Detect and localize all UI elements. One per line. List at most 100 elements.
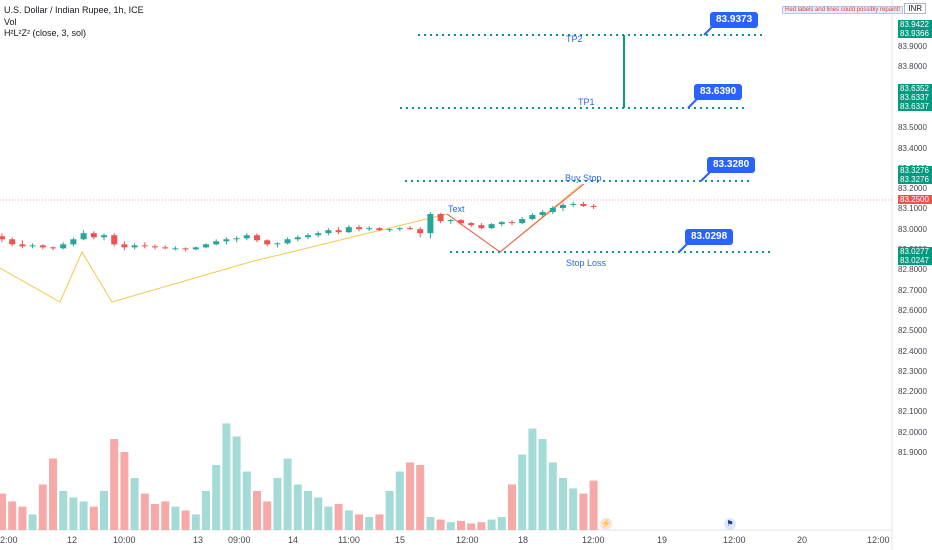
- candle-body: [315, 233, 322, 236]
- volume-bar: [589, 480, 598, 530]
- volume-bar: [263, 501, 272, 530]
- stop-loss-label: Stop Loss: [566, 258, 607, 268]
- price-tag: 83.0277: [898, 247, 932, 256]
- candle-body: [305, 235, 311, 238]
- volume-bar: [436, 519, 445, 530]
- candle-body: [19, 244, 26, 247]
- price-tag: 83.9422: [898, 20, 932, 29]
- candle-body: [468, 223, 475, 226]
- candle-body: [427, 214, 434, 234]
- candle-body: [254, 235, 260, 241]
- volume-bar: [151, 504, 159, 530]
- candle-body: [29, 245, 36, 247]
- candle-body: [213, 241, 220, 245]
- price-axis-label: 82.1000: [898, 407, 927, 417]
- volume-bar: [569, 488, 578, 530]
- volume-bar: [457, 520, 465, 530]
- candle-body: [0, 236, 5, 240]
- volume-bar: [375, 514, 384, 530]
- price-tag: 83.6352: [898, 84, 932, 93]
- time-axis-label: 11:00: [338, 535, 360, 545]
- volume-bar: [344, 510, 353, 530]
- time-axis-label: 14: [288, 535, 299, 545]
- time-axis-label: 13: [193, 535, 204, 545]
- volume-bar: [59, 491, 68, 530]
- candle-body: [90, 233, 97, 238]
- volume-bar: [38, 484, 47, 530]
- volume-bar: [161, 501, 170, 530]
- price-axis-label: 81.9000: [898, 448, 927, 457]
- volume-bar: [385, 491, 394, 530]
- candle-body: [519, 219, 526, 224]
- time-axis-label: 12:00: [582, 535, 605, 545]
- candle-body: [60, 244, 67, 249]
- candle-body: [335, 230, 342, 233]
- volume-bar: [365, 517, 374, 530]
- volume-bar: [181, 510, 190, 530]
- volume-legend[interactable]: Vol: [4, 17, 17, 27]
- repaint-warning: Red labels and lines could possibly repa…: [782, 6, 904, 14]
- price-tag: 83.6337: [898, 102, 932, 111]
- volume-bar: [497, 517, 506, 530]
- price-tag: 83.6337: [898, 93, 932, 102]
- volume-bar: [548, 462, 557, 530]
- price-axis-label: 82.5000: [898, 326, 927, 336]
- currency-selector[interactable]: INR: [904, 3, 926, 14]
- price-axis-label: 83.4000: [898, 143, 927, 153]
- volume-bar: [0, 493, 6, 530]
- volume-bar: [334, 504, 343, 530]
- volume-bar: [89, 506, 98, 530]
- price-tag: 83.3276: [898, 166, 932, 175]
- price-axis-label: 83.0000: [898, 224, 927, 234]
- tp1-price-callout[interactable]: 83.6390: [694, 84, 743, 100]
- candle-body: [121, 244, 128, 248]
- buy-stop-price-callout[interactable]: 83.3280: [707, 157, 756, 173]
- volume-bar: [232, 436, 241, 530]
- candle-body: [570, 203, 577, 205]
- volume-bar: [191, 514, 200, 530]
- candle-body: [590, 205, 597, 207]
- price-tag: 83.0247: [898, 256, 932, 265]
- volume-bar: [222, 423, 231, 530]
- volume-bar: [202, 491, 210, 530]
- candle-body: [233, 238, 240, 240]
- zigzag-red-line: [446, 183, 585, 253]
- stop-loss-price-callout[interactable]: 83.0298: [685, 229, 734, 245]
- candle-body: [417, 229, 424, 234]
- candle-body: [498, 222, 505, 225]
- zigzag-line: [0, 183, 583, 303]
- price-axis-label: 82.3000: [898, 366, 927, 376]
- us-flag-icon[interactable]: ⚑: [724, 518, 736, 530]
- candle-body: [111, 235, 118, 245]
- volume-bar: [416, 465, 425, 530]
- price-tag: 83.9366: [898, 29, 932, 38]
- candle-body: [274, 243, 281, 245]
- volume-bar: [579, 493, 588, 530]
- volume-bar: [528, 428, 537, 530]
- candle-body: [162, 247, 169, 249]
- indicator-legend[interactable]: H²L²Z² (close, 3, sol): [4, 28, 87, 38]
- volume-bar: [253, 491, 261, 530]
- candle-body: [141, 245, 148, 247]
- price-axis-label: 82.0000: [898, 427, 927, 437]
- symbol-title[interactable]: U.S. Dollar / Indian Rupee, 1h, ICE: [4, 5, 144, 15]
- lightning-icon[interactable]: ⚡: [600, 518, 612, 530]
- volume-bar: [538, 439, 547, 530]
- candle-body: [539, 212, 546, 216]
- volume-bar: [242, 471, 251, 530]
- volume-bar: [171, 506, 180, 530]
- time-axis-label: 19: [657, 535, 668, 545]
- candle-body: [243, 235, 250, 239]
- candle-body: [9, 239, 16, 245]
- tp2-label: TP2: [566, 34, 583, 44]
- candle-body: [356, 227, 362, 230]
- price-axis-label: 82.4000: [898, 346, 927, 356]
- candle-body: [264, 240, 271, 245]
- candle-body: [223, 239, 230, 242]
- candle-body: [131, 245, 138, 248]
- tp2-price-callout[interactable]: 83.9373: [710, 12, 759, 28]
- candle-body: [396, 228, 403, 230]
- candle-body: [488, 224, 495, 229]
- time-axis-label: 09:00: [228, 535, 251, 545]
